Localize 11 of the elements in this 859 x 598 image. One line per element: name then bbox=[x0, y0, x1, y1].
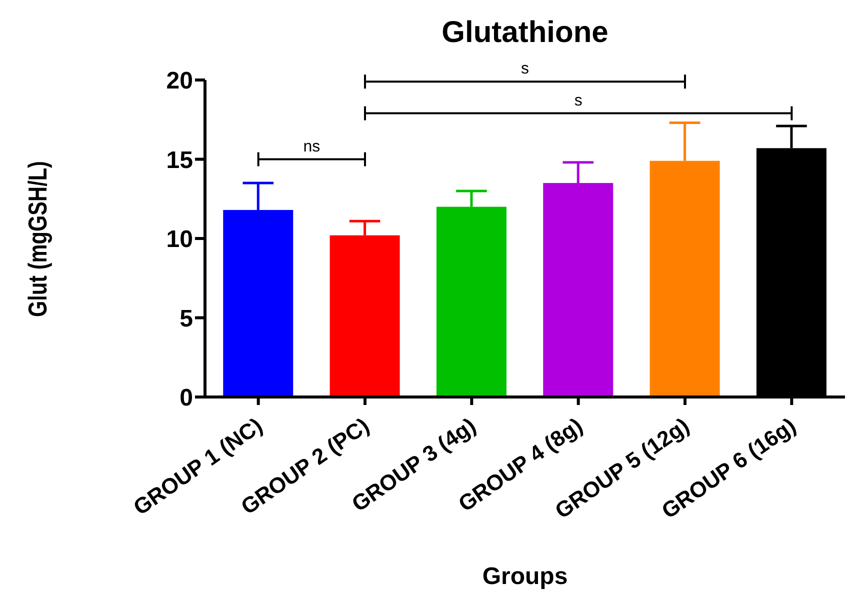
y-tick-label: 20 bbox=[166, 68, 193, 95]
y-tick-label: 10 bbox=[166, 226, 193, 254]
annotation: ns bbox=[303, 138, 320, 156]
text: s bbox=[521, 60, 529, 78]
chart-title: Glutathione bbox=[440, 16, 610, 50]
y-tick-label: 5 bbox=[180, 305, 193, 332]
y-axis-title: Glut (mgGSH/L) bbox=[22, 160, 54, 316]
x-axis-title: Groups bbox=[482, 563, 568, 590]
annotation: s bbox=[574, 92, 582, 110]
y-tick-label: 15 bbox=[166, 146, 193, 174]
y-tick-label: 0 bbox=[180, 384, 193, 412]
